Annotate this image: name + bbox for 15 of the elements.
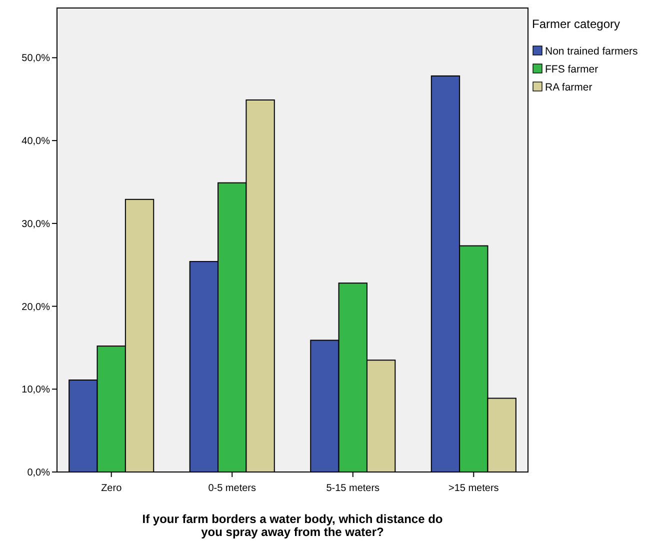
y-tick-label: 40,0% [22, 136, 50, 148]
y-tick-label: 50,0% [22, 53, 50, 64]
legend-title: Farmer category [532, 17, 620, 31]
legend-label: Non trained farmers [545, 46, 638, 58]
x-tick-label: Zero [101, 483, 122, 494]
x-axis-title: If your farm borders a water body, which distance do you spray away from the water? [142, 512, 443, 539]
y-tick-label: 10,0% [22, 384, 50, 396]
x-tick-label: >15 meters [448, 483, 499, 494]
y-tick-label: 0,0% [27, 468, 50, 478]
y-tick-label: 20,0% [22, 302, 50, 313]
y-tick-label: 30,0% [22, 218, 50, 230]
legend-label: FFS farmer [545, 64, 599, 76]
legend-label: RA farmer [545, 82, 593, 94]
x-tick-label: 5-15 meters [326, 483, 380, 494]
x-tick-label: 0-5 meters [208, 483, 256, 494]
